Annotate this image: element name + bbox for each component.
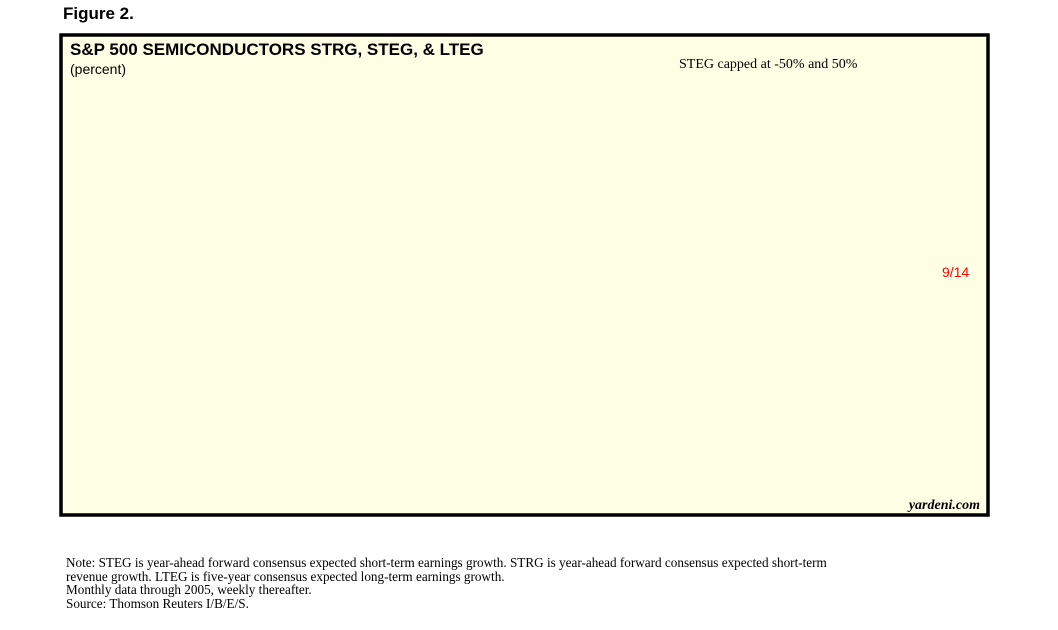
note-line: Monthly data through 2005, weekly therea…	[66, 582, 312, 597]
chart-notes: Note: STEG is year-ahead forward consens…	[66, 556, 966, 610]
watermark: yardeni.com	[907, 498, 980, 513]
plot-background	[61, 35, 988, 515]
note-line: Source: Thomson Reuters I/B/E/S.	[66, 595, 249, 611]
note-line: Note: STEG is year-ahead forward consens…	[66, 555, 827, 570]
figure-label: Figure 2.	[63, 4, 134, 23]
note-line: revenue growth. LTEG is five-year consen…	[66, 568, 505, 584]
end-date-label: 9/14	[942, 264, 969, 280]
plot-border	[59, 33, 990, 517]
cap-annotation: STEG capped at -50% and 50%	[679, 57, 858, 72]
chart-subtitle: (percent)	[70, 61, 126, 77]
chart: S&P 500 SEMICONDUCTORS STRG, STEG, & LTE…	[59, 33, 990, 517]
chart-title: S&P 500 SEMICONDUCTORS STRG, STEG, & LTE…	[70, 40, 484, 59]
